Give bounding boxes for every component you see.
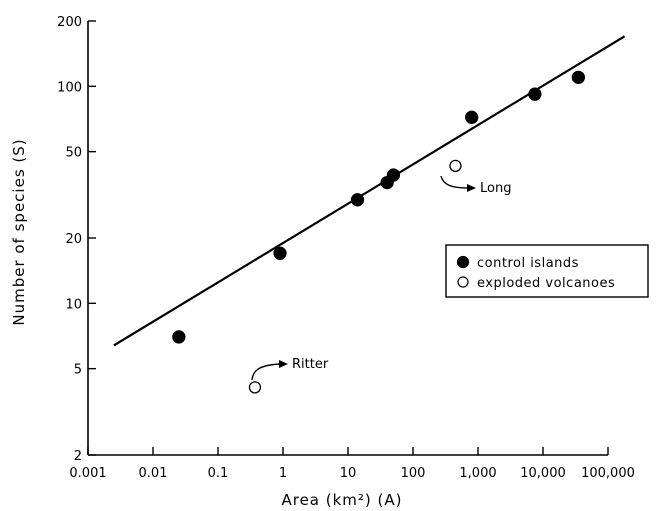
control-island-point-6 (528, 87, 542, 101)
x-tick-label-3: 1 (279, 466, 287, 481)
long-label: Long (480, 181, 511, 196)
x-tick-label-5: 100 (401, 466, 426, 481)
control-island-point-1 (273, 246, 287, 260)
y-tick-label-6: 200 (57, 15, 82, 30)
x-tick-label-7: 10,000 (520, 466, 566, 481)
x-axis-ticks: 0.001 0.01 0.1 1 10 100 1,000 10,000 100,000 (69, 447, 635, 481)
legend-label-control-islands: control islands (477, 256, 579, 271)
control-island-point-4 (386, 168, 401, 182)
long-arrow (440, 175, 469, 189)
x-tick-label-2: 0.1 (208, 466, 229, 481)
x-tick-label-1: 0.01 (139, 466, 168, 481)
x-tick-label-0: 0.001 (69, 466, 106, 481)
fit-line-group (113, 35, 626, 347)
control-island-point-0 (172, 330, 186, 344)
y-tick-label-3: 20 (65, 232, 82, 247)
y-tick-label-0: 2 (74, 449, 82, 464)
x-tick-label-6: 1,000 (459, 466, 496, 481)
x-tick-label-4: 10 (340, 466, 357, 481)
ritter-arrow (251, 363, 281, 381)
x-axis-title: Area (km²) (A) (281, 491, 402, 509)
legend: control islands exploded volcanoes (445, 244, 649, 298)
y-tick-label-2: 10 (65, 297, 82, 312)
exploded-volcano-point-1 (449, 159, 462, 173)
y-tick-label-1: 5 (74, 363, 82, 378)
long-annotation: Long (440, 175, 511, 196)
long-arrowhead (467, 184, 476, 192)
legend-label-exploded-volcanoes: exploded volcanoes (477, 276, 615, 291)
annotations: Ritter Long (251, 175, 511, 381)
x-tick-label-8: 100,000 (581, 466, 635, 481)
exploded-volcano-point-0 (248, 381, 262, 394)
legend-marker-control-islands (456, 255, 470, 269)
legend-box (445, 244, 649, 298)
ritter-annotation: Ritter (251, 357, 329, 381)
axes (87, 21, 608, 456)
regression-line (113, 35, 626, 347)
ritter-label: Ritter (292, 357, 329, 372)
legend-marker-exploded-volcanoes (457, 276, 469, 288)
y-axis-title: Number of species (S) (10, 138, 28, 325)
control-island-point-5 (465, 110, 479, 124)
ritter-arrowhead (279, 360, 288, 368)
y-tick-label-5: 100 (57, 80, 82, 95)
control-island-point-2 (350, 193, 365, 207)
y-tick-label-4: 50 (65, 146, 82, 161)
data-points (172, 70, 586, 394)
control-island-point-7 (571, 70, 586, 84)
y-axis-ticks: 2 5 10 20 50 100 200 (57, 15, 96, 464)
